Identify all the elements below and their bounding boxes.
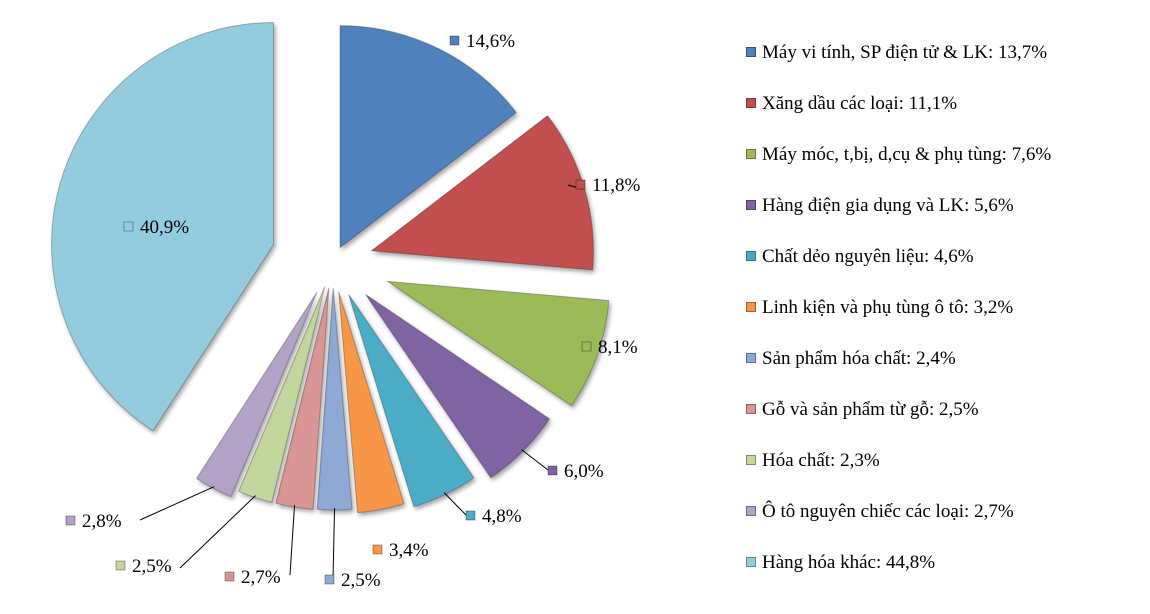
- legend-label: Ô tô nguyên chiếc các loại: 2,7%: [762, 501, 1014, 522]
- data-label-key-1: [449, 35, 460, 46]
- legend-item: Linh kiện và phụ tùng ô tô: 3,2%: [746, 293, 1013, 323]
- legend-item: Hàng điện gia dụng và LK: 5,6%: [746, 191, 1014, 221]
- data-label-7: 2,5%: [341, 570, 381, 591]
- legend-key: [746, 200, 756, 210]
- legend-item: Gỗ và sản phẩm từ gỗ: 2,5%: [746, 395, 979, 425]
- data-label-key-5: [465, 510, 476, 521]
- legend-key: [746, 455, 756, 465]
- pie-slice-3: [385, 280, 610, 407]
- legend-label: Hóa chất: 2,3%: [762, 450, 880, 471]
- legend-key: [746, 404, 756, 414]
- data-label-key-3: [581, 341, 592, 352]
- data-label-key-2: [575, 179, 586, 190]
- data-label-8: 2,7%: [241, 567, 281, 588]
- pie-slice-1: [339, 25, 517, 249]
- data-label-2: 11,8%: [592, 175, 641, 196]
- data-labels: 14,6% 11,8% 8,1% 6,0% 4,8% 3,4% 2,5% 2,7% 2,5% 2,…: [65, 31, 641, 591]
- data-label-key-8: [224, 571, 235, 582]
- legend-item: Máy móc, t,bị, d,cụ & phụ tùng: 7,6%: [746, 140, 1051, 170]
- leader-line-5: [443, 492, 467, 516]
- legend-key: [746, 251, 756, 261]
- legend-label: Sản phẩm hóa chất: 2,4%: [762, 348, 956, 369]
- pie-slices: [51, 21, 610, 514]
- data-label-key-10: [65, 515, 76, 526]
- leader-line-7: [332, 507, 336, 581]
- legend-item: Hàng hóa khác: 44,8%: [746, 548, 935, 578]
- data-label-3: 8,1%: [598, 337, 638, 358]
- legend-key: [746, 149, 756, 159]
- legend-item: Máy vi tính, SP điện tử & LK: 13,7%: [746, 38, 1047, 68]
- data-label-key-4: [547, 465, 558, 476]
- legend-item: Xăng dầu các loại: 11,1%: [746, 89, 957, 119]
- legend-label: Gỗ và sản phẩm từ gỗ: 2,5%: [762, 399, 979, 420]
- legend-item: Ô tô nguyên chiếc các loại: 2,7%: [746, 497, 1014, 527]
- legend-label: Xăng dầu các loại: 11,1%: [762, 93, 958, 114]
- pie-slice-6: [338, 291, 405, 514]
- leader-line-10: [139, 486, 215, 521]
- leader-line-4: [521, 449, 549, 471]
- data-label-11: 40,9%: [140, 217, 189, 238]
- data-label-1: 14,6%: [466, 31, 515, 52]
- legend-label: Máy móc, t,bị, d,cụ & phụ tùng: 7,6%: [762, 144, 1052, 165]
- legend-key: [746, 47, 756, 57]
- data-label-4: 6,0%: [564, 461, 604, 482]
- legend-label: Hàng điện gia dụng và LK: 5,6%: [762, 195, 1014, 216]
- legend-item: Sản phẩm hóa chất: 2,4%: [746, 344, 956, 374]
- data-label-key-11: [123, 221, 134, 232]
- pie-slice-10: [195, 291, 318, 498]
- data-label-9: 2,5%: [132, 556, 172, 577]
- legend-key: [746, 98, 756, 108]
- legend-label: Linh kiện và phụ tùng ô tô: 3,2%: [762, 297, 1014, 318]
- legend-key: [746, 353, 756, 363]
- data-label-key-6: [372, 544, 383, 555]
- leader-line-9: [179, 495, 256, 569]
- legend-key: [746, 557, 756, 567]
- leader-line-8: [289, 504, 296, 576]
- legend-key: [746, 506, 756, 516]
- data-label-key-7: [324, 574, 335, 585]
- pie-slice-9: [238, 286, 326, 503]
- legend-key: [746, 302, 756, 312]
- legend-label: Hàng hóa khác: 44,8%: [762, 552, 936, 573]
- legend-label: Máy vi tính, SP điện tử & LK: 13,7%: [762, 42, 1048, 63]
- data-label-5: 4,8%: [482, 506, 522, 527]
- legend-item: Hóa chất: 2,3%: [746, 446, 880, 476]
- legend-label: Chất dẻo nguyên liệu: 4,6%: [762, 246, 974, 267]
- data-label-key-9: [115, 560, 126, 571]
- data-label-10: 2,8%: [82, 511, 122, 532]
- pie-slice-11: [51, 21, 275, 432]
- legend-item: Chất dẻo nguyên liệu: 4,6%: [746, 242, 974, 272]
- pie-slice-5: [348, 294, 475, 508]
- data-label-6: 3,4%: [389, 540, 429, 561]
